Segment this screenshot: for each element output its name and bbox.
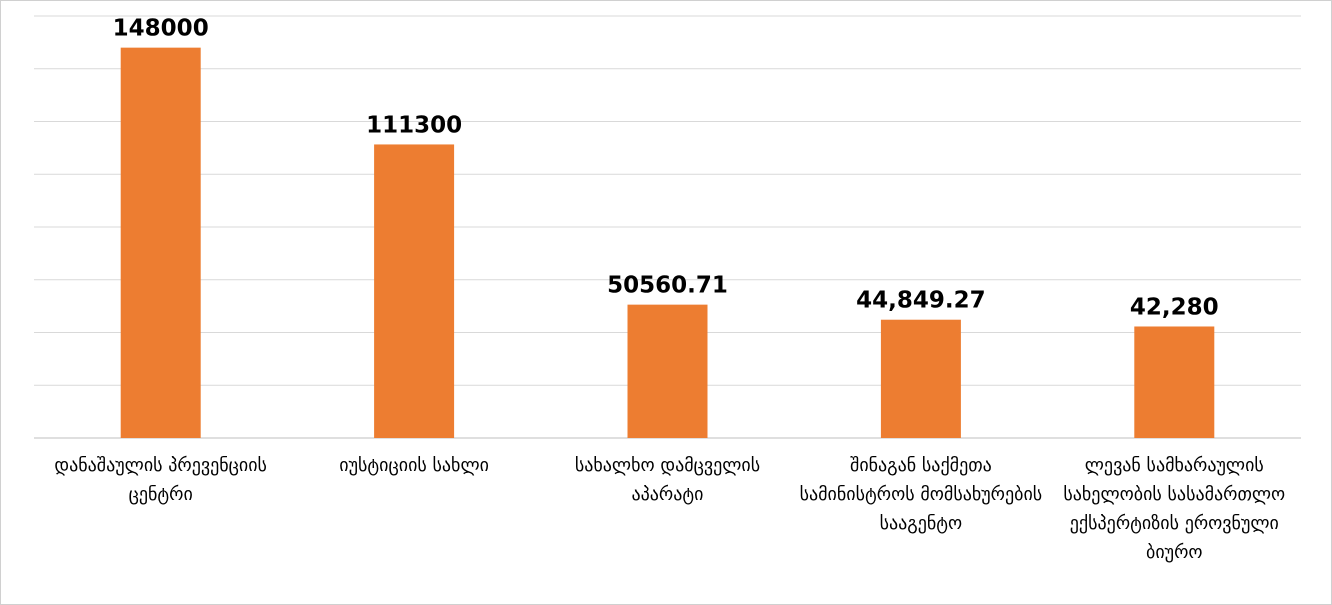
- bar: [1134, 326, 1215, 438]
- x-tick-label: შინაგან საქმეთა სამინისტროს მომსახურების…: [799, 455, 1043, 534]
- x-tick-label: სახალხო დამცველის აპარატი: [574, 455, 761, 505]
- data-label: 111300: [366, 112, 462, 138]
- bar: [120, 47, 201, 439]
- x-tick-label: ლევან სამხარაულის სახელობის სასამართლო ე…: [1063, 455, 1286, 563]
- data-label: 44,849.27: [856, 288, 986, 314]
- bar: [374, 144, 455, 439]
- data-label: 42,280: [1130, 294, 1219, 320]
- bar: [880, 319, 961, 438]
- x-tick-label: დანაშაულის პრევენციის ცენტრი: [54, 455, 267, 505]
- data-label: 148000: [113, 16, 209, 42]
- bar: [627, 304, 708, 438]
- x-tick-label: იუსტიციის სახლი: [339, 455, 489, 476]
- data-label: 50560.71: [607, 273, 728, 299]
